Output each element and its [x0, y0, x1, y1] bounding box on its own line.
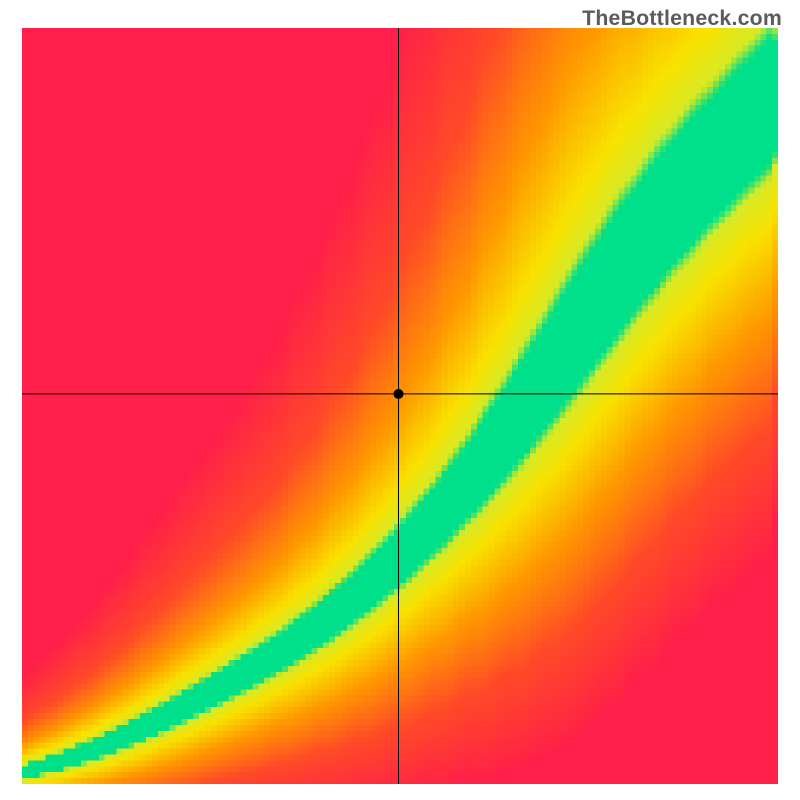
marker-point — [393, 389, 403, 399]
heatmap-overlay — [22, 28, 778, 784]
bottleneck-heatmap-plot — [22, 28, 778, 784]
